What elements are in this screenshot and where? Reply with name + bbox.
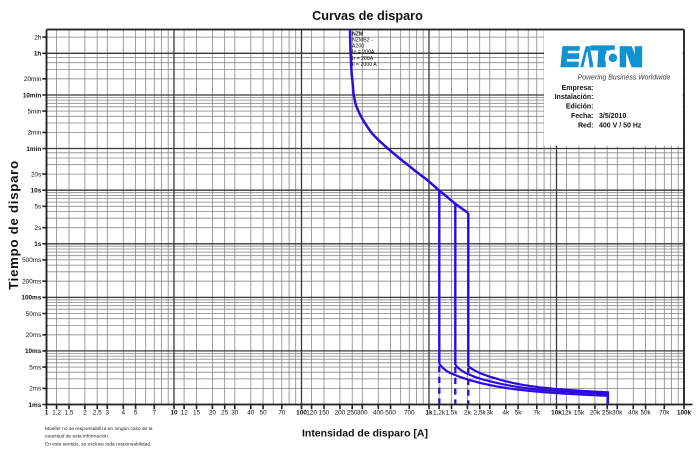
svg-text:Empresa:: Empresa:	[562, 85, 594, 92]
svg-text:15: 15	[193, 410, 201, 417]
svg-text:1s: 1s	[34, 241, 42, 248]
svg-text:Ii = 2000 A: Ii = 2000 A	[352, 62, 377, 68]
svg-text:exactitud de esta información.: exactitud de esta información.	[45, 434, 109, 440]
svg-text:500: 500	[385, 410, 396, 417]
svg-text:Tiempo de disparo: Tiempo de disparo	[6, 160, 21, 290]
svg-text:10s: 10s	[31, 188, 42, 195]
svg-text:5: 5	[134, 410, 138, 417]
svg-text:3k: 3k	[486, 410, 494, 417]
svg-text:2: 2	[83, 410, 87, 417]
svg-text:100k: 100k	[677, 410, 692, 417]
svg-text:20s: 20s	[31, 171, 41, 178]
svg-text:Edición:: Edición:	[566, 104, 594, 111]
svg-text:50: 50	[260, 410, 268, 417]
svg-text:2min: 2min	[27, 130, 41, 137]
svg-text:1ms: 1ms	[29, 402, 42, 409]
svg-text:7: 7	[153, 410, 157, 417]
svg-text:200ms: 200ms	[22, 279, 41, 286]
svg-text:30: 30	[231, 410, 239, 417]
svg-text:1: 1	[45, 410, 49, 417]
svg-text:5k: 5k	[515, 410, 523, 417]
svg-text:30k: 30k	[612, 410, 623, 417]
svg-text:25k: 25k	[602, 410, 613, 417]
svg-text:400: 400	[373, 410, 384, 417]
svg-text:Intensidad de disparo [A]: Intensidad de disparo [A]	[302, 428, 428, 440]
svg-text:1,5: 1,5	[65, 410, 74, 417]
svg-text:NZM: NZM	[352, 31, 363, 37]
svg-text:300: 300	[357, 410, 368, 417]
svg-text:200: 200	[335, 410, 346, 417]
svg-text:2,5: 2,5	[93, 410, 102, 417]
svg-text:A200: A200	[352, 44, 364, 50]
svg-text:En este sentido, se excluye to: En este sentido, se excluye toda respons…	[45, 441, 151, 446]
svg-text:Moeller no se responsabiliza e: Moeller no se responsabiliza en ningún c…	[45, 426, 153, 432]
svg-text:1min: 1min	[26, 146, 41, 153]
svg-text:2ms: 2ms	[29, 386, 41, 393]
svg-text:10: 10	[170, 410, 178, 417]
svg-text:100: 100	[296, 410, 307, 417]
svg-text:1,2k: 1,2k	[433, 410, 446, 417]
svg-text:25: 25	[221, 410, 229, 417]
svg-text:3: 3	[106, 410, 110, 417]
svg-text:20: 20	[209, 410, 217, 417]
svg-text:100ms: 100ms	[21, 295, 41, 302]
svg-text:4k: 4k	[502, 410, 510, 417]
svg-text:400 V / 50 Hz: 400 V / 50 Hz	[599, 122, 642, 129]
svg-text:15k: 15k	[574, 410, 585, 417]
svg-text:1k: 1k	[425, 410, 433, 417]
svg-text:3/5/2010: 3/5/2010	[599, 113, 626, 120]
svg-text:40: 40	[247, 410, 255, 417]
svg-text:Fecha:: Fecha:	[571, 113, 594, 120]
svg-text:Powering Business Worldwide: Powering Business Worldwide	[578, 74, 671, 81]
svg-text:50ms: 50ms	[26, 311, 42, 318]
svg-text:2,5k: 2,5k	[474, 410, 487, 417]
svg-text:120: 120	[306, 410, 317, 417]
svg-text:10min: 10min	[23, 92, 42, 99]
svg-text:Curvas de disparo: Curvas de disparo	[312, 9, 423, 23]
svg-text:500ms: 500ms	[22, 257, 41, 264]
svg-text:Ir = 200A: Ir = 200A	[352, 56, 374, 62]
svg-text:Instalación:: Instalación:	[555, 94, 594, 101]
svg-text:2h: 2h	[34, 34, 42, 41]
svg-text:50k: 50k	[640, 410, 651, 417]
svg-text:70k: 70k	[659, 410, 670, 417]
svg-text:20min: 20min	[24, 76, 42, 83]
svg-text:5ms: 5ms	[29, 364, 41, 371]
svg-text:Red:: Red:	[578, 122, 594, 129]
svg-text:12: 12	[181, 410, 189, 417]
svg-text:12k: 12k	[561, 410, 572, 417]
svg-text:1,2: 1,2	[52, 410, 61, 417]
svg-text:70: 70	[278, 410, 286, 417]
svg-text:7k: 7k	[533, 410, 541, 417]
svg-text:2k: 2k	[464, 410, 472, 417]
svg-text:20k: 20k	[590, 410, 601, 417]
svg-text:40k: 40k	[628, 410, 639, 417]
svg-text:20ms: 20ms	[26, 332, 42, 339]
svg-text:In = 200A: In = 200A	[352, 50, 375, 56]
svg-text:5s: 5s	[35, 204, 42, 211]
svg-text:150: 150	[319, 410, 330, 417]
svg-text:1h: 1h	[34, 51, 42, 58]
svg-text:5min: 5min	[27, 108, 41, 115]
svg-text:10ms: 10ms	[25, 348, 42, 355]
svg-text:NZMB2 -: NZMB2 -	[352, 37, 373, 43]
svg-text:250: 250	[347, 410, 358, 417]
svg-text:700: 700	[404, 410, 415, 417]
svg-text:2s: 2s	[35, 225, 42, 232]
svg-text:4: 4	[122, 410, 126, 417]
svg-text:10k: 10k	[551, 410, 562, 417]
svg-text:1,5k: 1,5k	[445, 410, 458, 417]
